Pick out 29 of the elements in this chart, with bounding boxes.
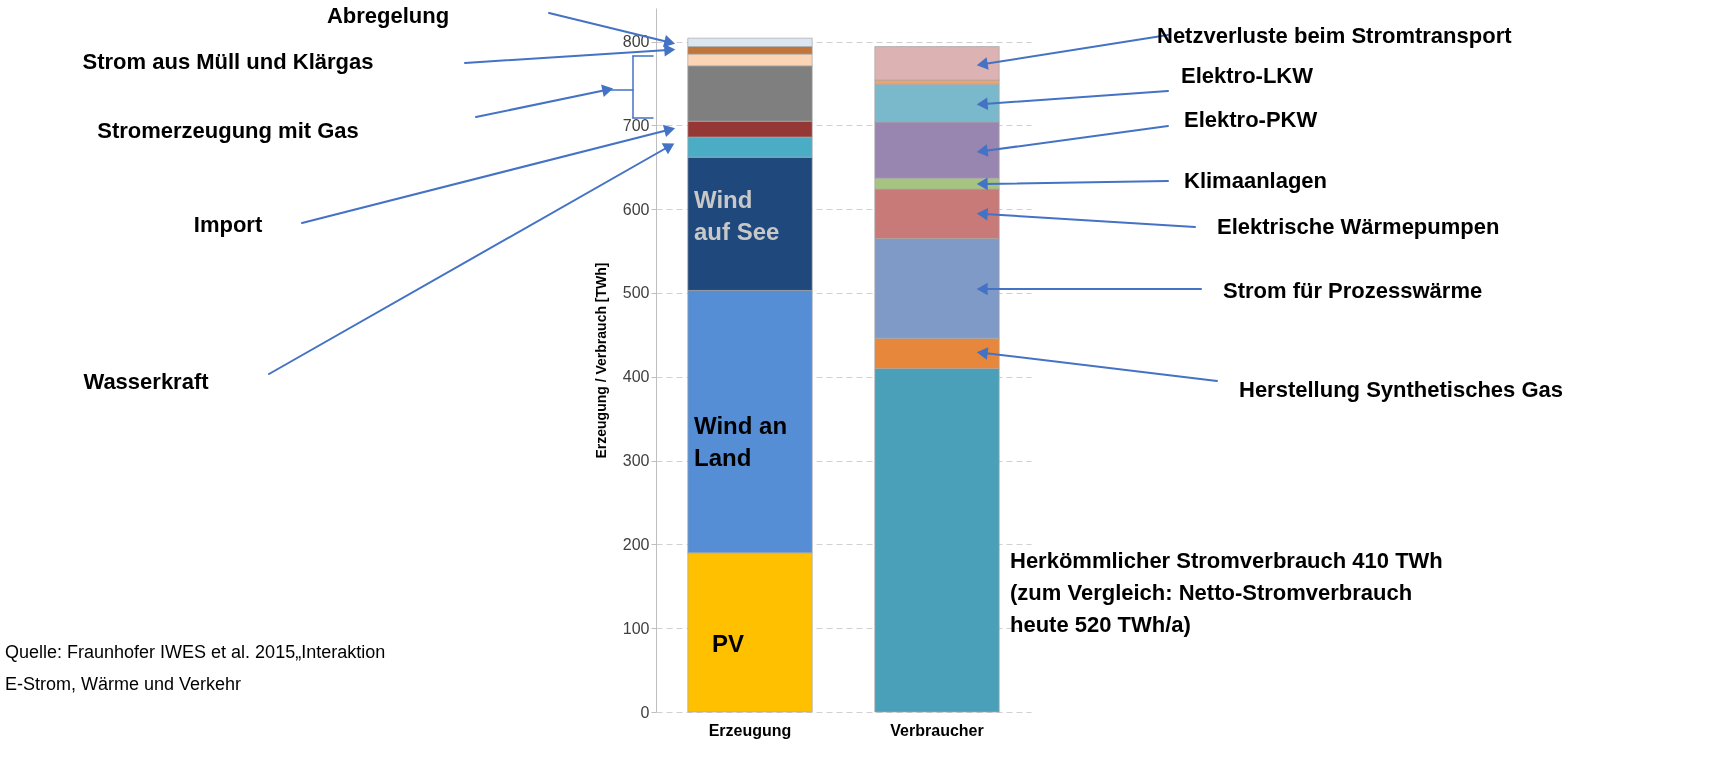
annotation: Wind auf See <box>694 186 780 245</box>
text: Elektro-PKW <box>1184 107 1318 132</box>
y-tick-label: 600 <box>622 200 650 218</box>
y-tick-label: 300 <box>622 452 650 470</box>
y-axis-title: Erzeugung / Verbrauch [TWh] <box>592 262 609 459</box>
text: Stromerzeugung mit Gas <box>97 118 359 143</box>
y-tick-label: 800 <box>622 33 650 51</box>
text: Strom aus Müll und Klärgas <box>82 49 374 74</box>
annotation: Wind an Land <box>694 412 788 471</box>
y-tick-label: 500 <box>622 284 650 302</box>
text: Abregelung <box>326 3 450 28</box>
y-tick-label: 0 <box>640 703 650 721</box>
text: Wasserkraft <box>83 369 210 394</box>
text: Elektro-LKW <box>1181 63 1314 88</box>
annotation: Herkömmlicher Stromverbrauch 410 TWh (zum Vergleich: Netto-Stromverbrauch heute 520 TWh/a) <box>1010 548 1443 637</box>
y-tick-label: 400 <box>622 368 650 386</box>
text: Netzverluste beim Stromtransport <box>1157 23 1513 48</box>
text: Strom für Prozesswärme <box>1223 278 1483 303</box>
y-tick-label: 700 <box>622 116 650 134</box>
annotation: PV <box>712 630 745 657</box>
text: Klimaanlagen <box>1184 168 1328 193</box>
source-note: Quelle: Fraunhofer IWES et al. 2015„Interaktion E-Strom, Wärme und Verkehr <box>5 642 386 694</box>
text: Elektrische Wärmepumpen <box>1217 214 1500 239</box>
y-tick-label: 200 <box>622 535 650 553</box>
text: Herstellung Synthetisches Gas <box>1239 377 1563 402</box>
text: Import <box>193 212 263 237</box>
x-tick-label: Erzeugung <box>708 721 792 739</box>
x-tick-label: Verbraucher <box>890 721 984 739</box>
y-tick-label: 100 <box>622 619 650 637</box>
